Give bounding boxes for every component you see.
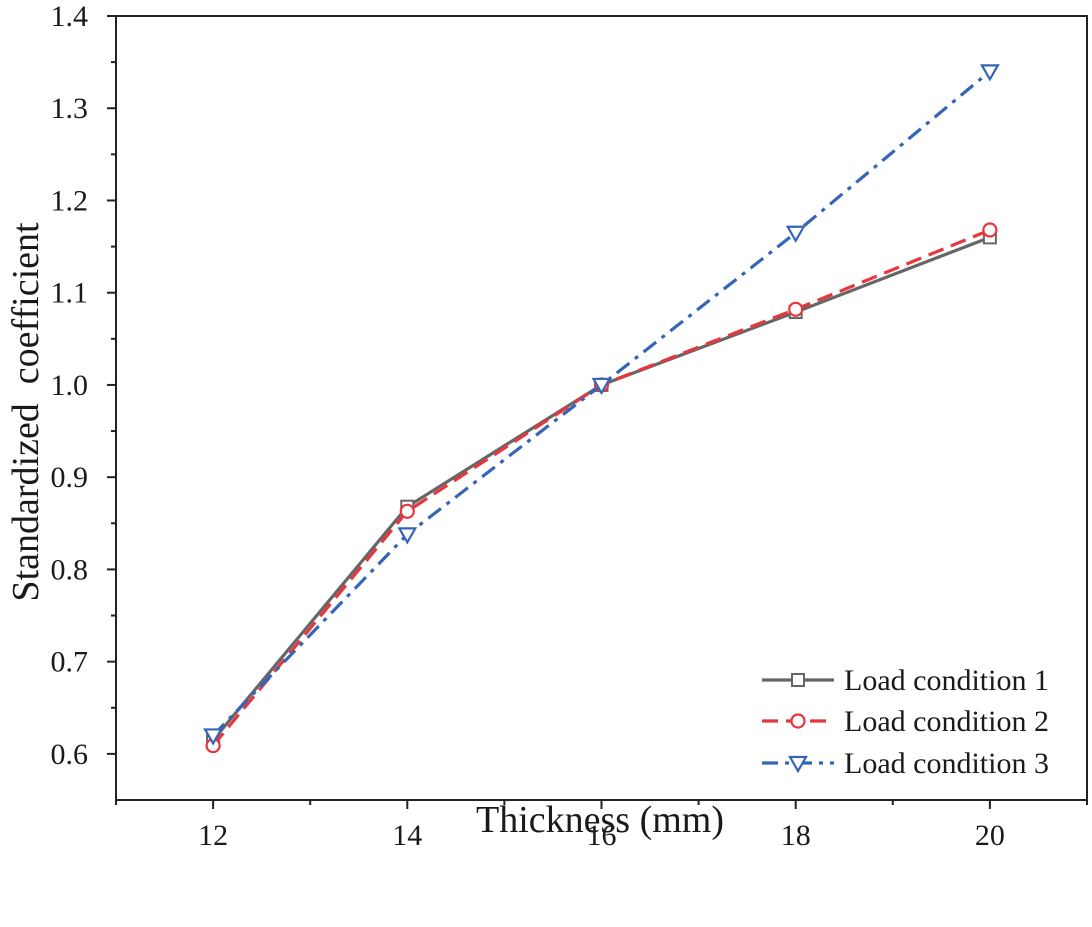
triangle-marker (397, 527, 418, 545)
triangle-marker (591, 377, 612, 396)
x-axis: 12 14 16 18 20 (115, 800, 1088, 852)
y-axis-title: Standardized coefficient (5, 222, 47, 602)
circle-marker (399, 503, 415, 519)
y-tick-label: 1.0 (51, 369, 89, 402)
triangle-marker (785, 225, 806, 243)
circle-marker (788, 301, 804, 317)
legend-item: Load condition 3 (762, 747, 1049, 780)
y-axis: 0.6 0.7 0.8 0.9 1.0 1.1 1.2 1.3 1.4 (51, 0, 116, 771)
y-tick-label: 1.4 (51, 0, 89, 33)
circle-marker (982, 222, 998, 238)
x-tick-label: 20 (975, 819, 1005, 852)
legend-label: Load condition 1 (844, 664, 1049, 697)
x-tick-label: 12 (198, 819, 228, 852)
x-tick-label: 16 (587, 819, 617, 852)
x-tick-label: 18 (781, 819, 811, 852)
triangle-marker (980, 64, 1000, 82)
legend-item: Load condition 1 (762, 664, 1049, 697)
y-tick-label: 1.1 (51, 277, 89, 310)
x-tick-label: 14 (392, 819, 422, 852)
triangle-marker (203, 728, 223, 746)
circle-marker (790, 713, 806, 729)
legend-label: Load condition 2 (844, 705, 1049, 738)
triangle-marker (788, 755, 808, 774)
y-tick-label: 1.3 (51, 92, 89, 125)
series-line (211, 70, 991, 737)
y-tick-label: 1.2 (51, 184, 89, 217)
series-3 (203, 64, 1000, 746)
y-tick-label: 0.6 (51, 738, 89, 771)
legend-item: Load condition 2 (762, 705, 1049, 738)
square-marker (791, 673, 805, 687)
y-tick-label: 0.8 (51, 553, 89, 586)
legend-label: Load condition 3 (844, 747, 1049, 780)
legend: Load condition 1 Load condition 2 Load con… (762, 664, 1049, 780)
y-tick-label: 0.9 (51, 461, 89, 494)
y-tick-label: 0.7 (51, 646, 89, 679)
x-axis-title: Thickness (mm) (476, 799, 724, 841)
series-layer (203, 64, 1000, 754)
